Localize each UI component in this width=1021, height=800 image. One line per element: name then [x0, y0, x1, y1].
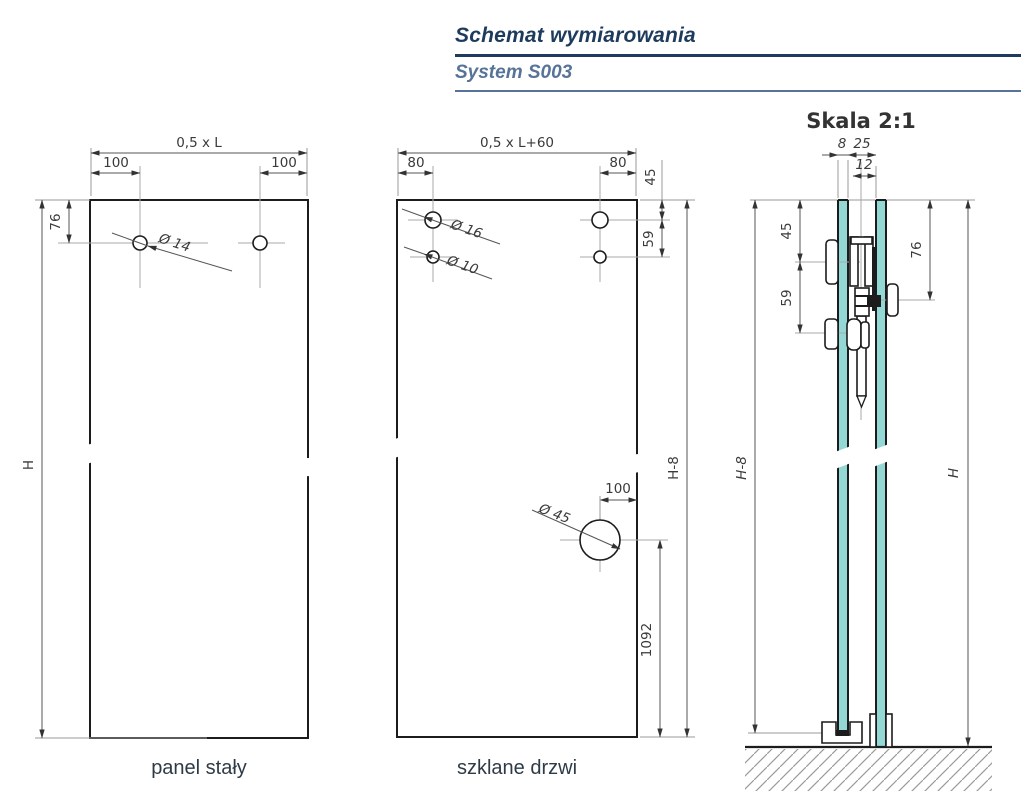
dim-row-spacing: 59 — [641, 230, 657, 247]
glass-door-section — [875, 199, 887, 746]
disc-fitting — [886, 283, 899, 317]
mounting-hole — [593, 250, 607, 264]
floor-channel — [821, 721, 863, 744]
dim-panel-height: H — [21, 460, 37, 470]
subtitle-underline — [455, 90, 1021, 92]
dim-offset: 12 — [855, 157, 872, 173]
hole-diameter-leader: Ø 10 — [403, 246, 493, 280]
title-underline — [455, 54, 1021, 57]
floor-hatching — [745, 749, 992, 791]
break-wave — [376, 433, 659, 480]
mounting-hole — [591, 211, 609, 229]
dim-hole-diameter: Ø 14 — [156, 230, 192, 255]
break-gap — [873, 444, 889, 467]
dim-door-height: H — [946, 468, 962, 478]
scale-label: Skala 2:1 — [806, 109, 916, 133]
bottom-guide — [885, 713, 893, 748]
hole-diameter-leader: Ø 14 — [111, 230, 233, 272]
rod-tip — [856, 395, 867, 409]
dim-lock-bottom-offset: 1092 — [639, 623, 655, 657]
hole-diameter-leader: Ø 16 — [401, 208, 501, 245]
page-title: Schemat wymiarowania — [455, 24, 696, 47]
dim-right-hole-offset: 80 — [609, 155, 626, 171]
dim-left-hole-offset: 80 — [407, 155, 424, 171]
dim-fitting-top: 45 — [779, 222, 795, 239]
door-rail — [872, 247, 876, 311]
fixed-panel-dimensions: 0,5 x L 100 100 76 H — [21, 135, 308, 739]
side-section-view: Skala 2:1 — [734, 109, 992, 791]
bottom-guide — [869, 713, 877, 748]
clamp-bridge — [850, 236, 873, 245]
glass-door-view: 0,5 x L+60 80 80 45 59 100 1092 H-8 — [376, 135, 695, 738]
dim-row1-top-offset: 45 — [643, 168, 659, 185]
dim-panel-height: H-8 — [734, 456, 750, 480]
lock-body — [854, 287, 870, 317]
dim-hole-top-offset: 76 — [48, 213, 64, 230]
section-top-dimensions: 8 25 12 — [822, 136, 877, 179]
dim-disc-center: 76 — [909, 241, 925, 258]
break-wave — [69, 436, 331, 480]
dim-right-hole-offset: 100 — [271, 155, 297, 171]
dim-top-width: 0,5 x L+60 — [480, 135, 554, 151]
glass-door-dimensions: 0,5 x L+60 80 80 45 59 100 1092 H-8 — [397, 135, 690, 738]
knob-bottom — [824, 318, 839, 350]
section-side-dimensions: 45 59 76 H-8 H — [734, 199, 971, 747]
system-subtitle: System S003 — [455, 62, 573, 83]
dim-fitting-spacing: 59 — [779, 289, 795, 306]
lock-bolt — [867, 295, 881, 307]
fitting-hardware — [824, 236, 899, 409]
dim-hole-diameter-row2: Ø 10 — [444, 252, 481, 278]
glass-seat — [836, 730, 849, 736]
dim-top-width: 0,5 x L — [176, 135, 222, 151]
dim-door-height: H-8 — [666, 456, 682, 480]
fixed-panel-caption: panel stały — [151, 757, 247, 779]
dim-left-hole-offset: 100 — [103, 155, 129, 171]
dim-lock-diameter: Ø 45 — [536, 500, 573, 527]
glass-door-caption: szklane drzwi — [456, 757, 578, 779]
dim-panel-gap: 25 — [853, 136, 870, 152]
barrel-ring — [860, 321, 870, 349]
dim-lock-edge-offset: 100 — [605, 481, 631, 497]
dim-glass-thickness: 8 — [838, 136, 847, 152]
dim-hole-diameter-row1: Ø 16 — [448, 216, 485, 242]
knob-top — [825, 239, 839, 285]
mounting-hole — [252, 235, 268, 251]
fixed-panel-view: 0,5 x L 100 100 76 H Ø 14 — [21, 135, 331, 739]
break-gap — [835, 446, 851, 469]
barrel-fitting — [846, 318, 862, 351]
